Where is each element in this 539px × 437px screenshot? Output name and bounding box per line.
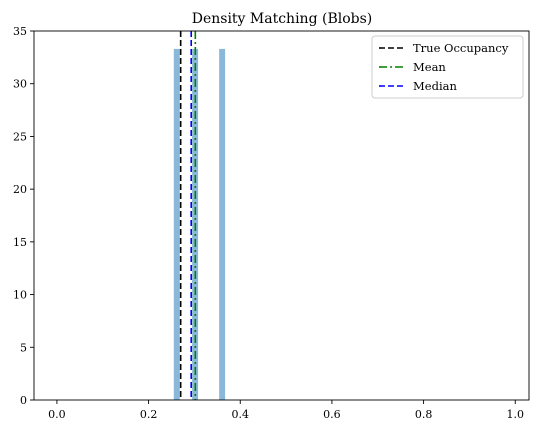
y-tick-label: 35: [13, 25, 27, 38]
x-tick-label: 0.8: [415, 408, 433, 421]
plot-frame: [33, 30, 530, 401]
bars-layer: [173, 48, 226, 401]
legend-box: [371, 35, 524, 99]
y-tick-label: 30: [13, 78, 27, 91]
chart-title: Density Matching (Blobs): [192, 11, 373, 27]
y-tick-label: 10: [13, 289, 27, 302]
y-tick-label: 5: [20, 341, 27, 354]
x-tick-label: 1.0: [507, 408, 525, 421]
legend-entry-label: True Occupancy: [413, 41, 509, 55]
legend-entry-label: Mean: [413, 60, 446, 74]
y-tick-label: 15: [13, 236, 27, 249]
y-tick-label: 0: [20, 394, 27, 407]
histogram-bar: [173, 48, 180, 401]
y-tick-label: 20: [13, 183, 27, 196]
x-tick-label: 0.0: [48, 408, 66, 421]
x-tick-label: 0.4: [232, 408, 250, 421]
x-tick-label: 0.2: [140, 408, 158, 421]
axes-layer: 0.0 0.2 0.4 0.6 0.8 1.0 0 5 10 15 20 25 30 35: [13, 25, 530, 421]
vertical-lines-layer: [179, 31, 197, 400]
legend-entry-label: Median: [413, 79, 457, 93]
histogram-bar: [219, 48, 226, 401]
legend: True Occupancy Mean Median: [371, 35, 524, 99]
y-tick-label: 25: [13, 130, 27, 143]
x-tick-label: 0.6: [323, 408, 341, 421]
